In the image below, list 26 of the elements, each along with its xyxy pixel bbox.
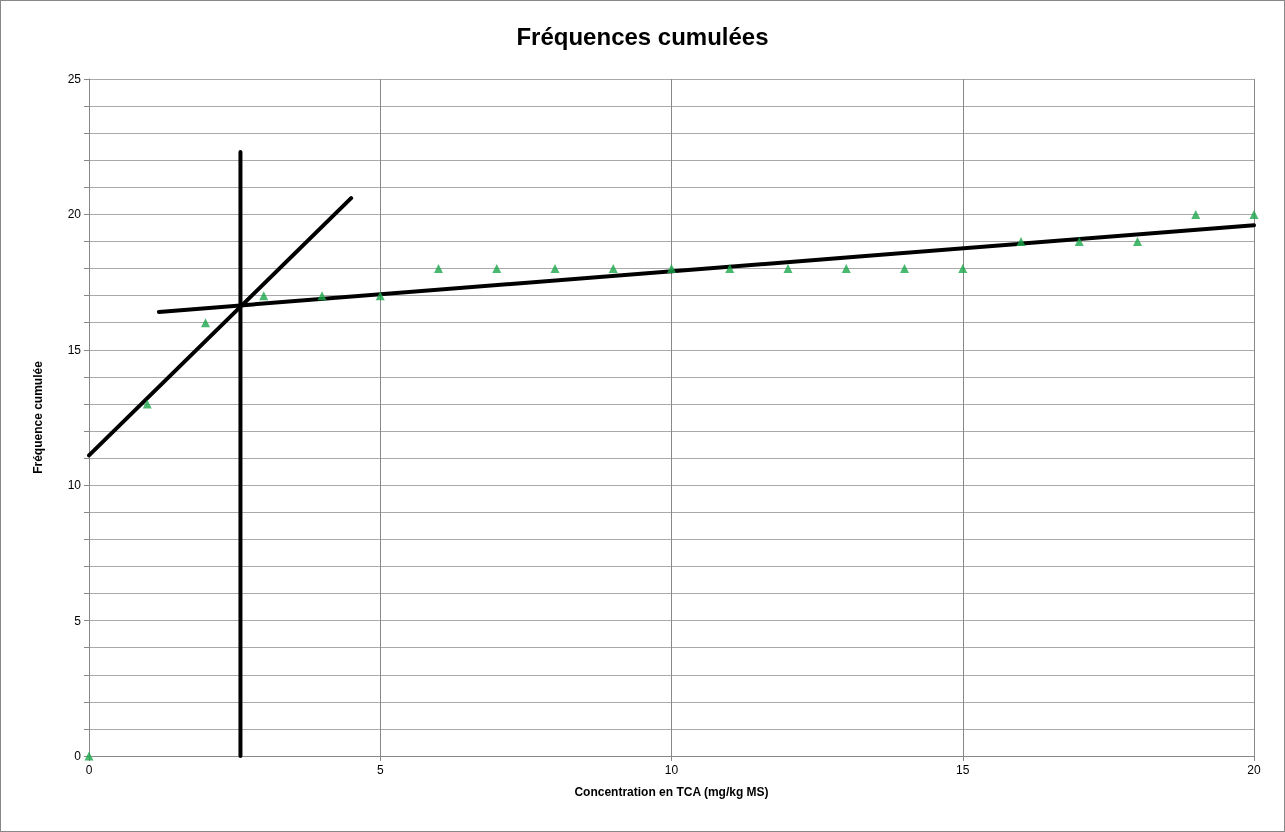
y-tick-label: 15 — [67, 342, 82, 357]
x-axis-title: Concentration en TCA (mg/kg MS) — [574, 785, 769, 799]
point — [900, 264, 909, 274]
point — [1016, 236, 1026, 246]
x-tick-label: 15 — [956, 763, 970, 777]
y-tick-label: 0 — [74, 749, 82, 763]
point — [550, 264, 560, 274]
point — [1191, 209, 1201, 219]
point — [1074, 236, 1084, 246]
x-tick-label: 20 — [1247, 763, 1261, 777]
x-tick-label: 10 — [664, 763, 679, 777]
x-tick-label: 0 — [85, 763, 93, 777]
point — [783, 264, 793, 274]
y-tick-label: 10 — [67, 478, 82, 493]
point — [434, 264, 443, 274]
point — [1249, 209, 1259, 219]
point — [317, 291, 327, 301]
x-tick-label: 5 — [376, 763, 384, 777]
y-tick-label: 5 — [74, 613, 82, 628]
chart-title: Fréquences cumulées — [516, 22, 769, 50]
point — [667, 264, 676, 274]
point — [201, 318, 210, 328]
y-tick-label: 20 — [67, 207, 82, 222]
y-tick-label: 25 — [67, 72, 82, 86]
y-axis-title: Fréquence cumulée — [31, 360, 45, 474]
point — [1133, 236, 1142, 246]
